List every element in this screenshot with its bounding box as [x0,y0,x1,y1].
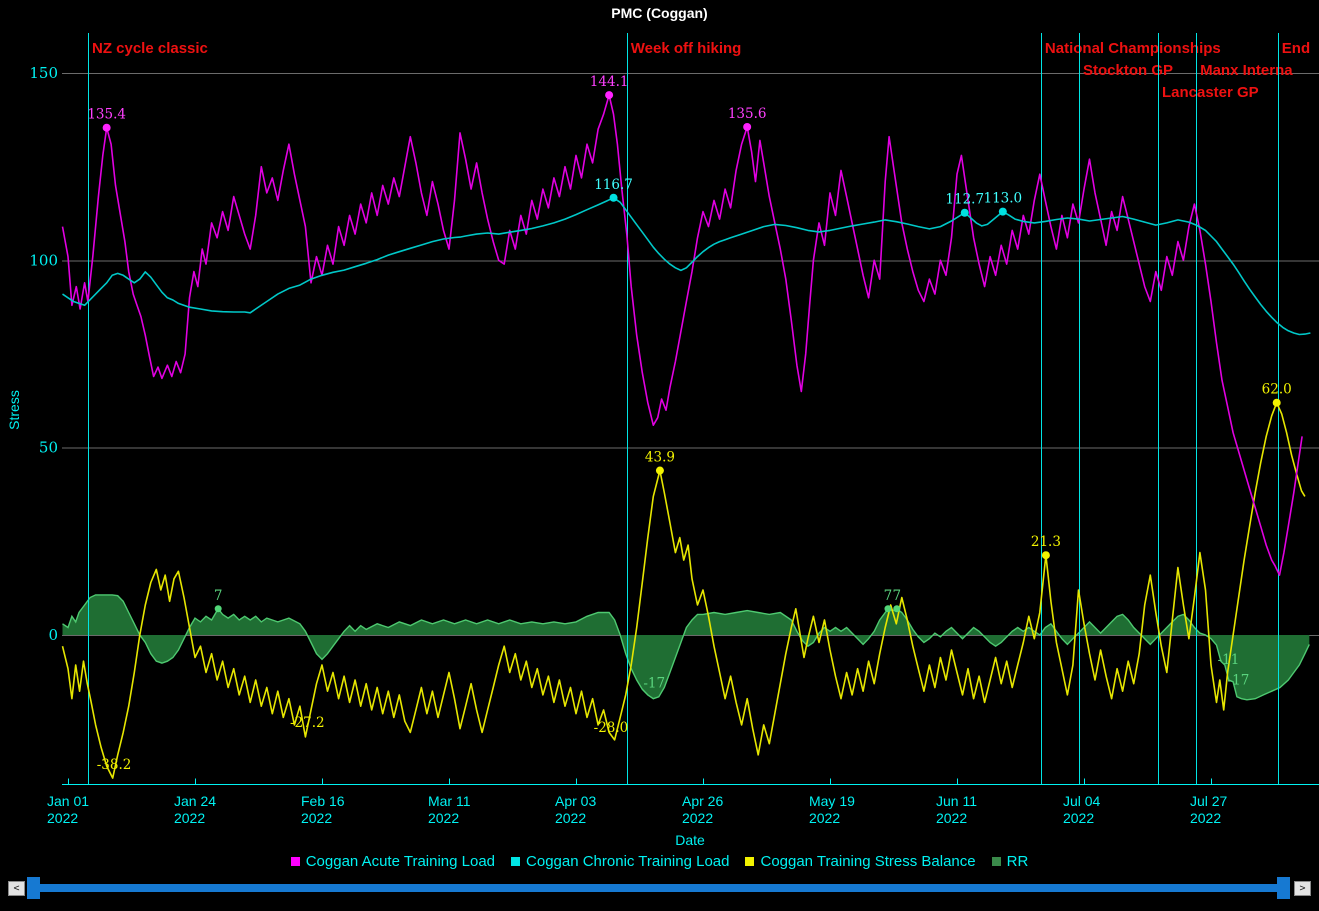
data-point-dot [960,208,969,217]
ctl-line [62,197,1311,336]
y-tick-label: 150 [29,64,58,82]
scroll-right-button[interactable]: > [1294,881,1311,896]
data-point-label: 112.7 [945,192,984,208]
scrollbar-range-bar[interactable] [40,884,1277,892]
data-point-label: -38.2 [97,757,132,773]
pmc-chart: 0 50 100 150 NZ cycle classic Week off hiking… [6,33,1319,848]
data-point-label: 21.3 [1031,534,1061,550]
x-tick-date: Apr 03 [555,793,596,809]
data-point-dot [743,122,752,131]
x-tick-year: 2022 [47,810,78,826]
y-tick-label: 50 [39,439,58,457]
data-point-label: 7 [893,588,902,604]
chart-title: PMC (Coggan) [611,5,708,21]
data-point-label: -27.2 [290,715,325,731]
event-label: Week off hiking [631,40,742,57]
data-point-dot [214,605,222,613]
legend-item: Coggan Training Stress Balance [745,853,976,870]
data-point-dot [1272,398,1281,407]
event-label: Stockton GP [1083,62,1173,79]
data-point-dot [998,207,1007,216]
data-point-label: 135.4 [87,107,126,123]
legend-label: Coggan Chronic Training Load [526,853,730,870]
data-point-dot [655,466,664,475]
x-tick-year: 2022 [428,810,459,826]
event-label: NZ cycle classic [92,40,208,57]
legend-item: RR [991,853,1029,870]
atl-line [61,94,1303,576]
data-point-label: 135.6 [728,106,767,122]
data-point-label: 62.0 [1262,382,1292,398]
x-axis-title: Date [675,832,705,848]
legend-swatch-icon [511,857,521,866]
data-point-label: -17 [643,675,665,691]
rr-area [62,594,1310,700]
x-tick-date: Feb 16 [301,793,345,809]
x-tick-year: 2022 [1190,810,1221,826]
legend-swatch-icon [290,857,300,866]
data-point-label: -28.0 [594,720,629,736]
y-axis-title: Stress [6,390,22,430]
x-tick-date: Apr 26 [682,793,723,809]
x-tick-date: May 19 [809,793,855,809]
data-point-dot [605,91,614,100]
data-point-label: 113.0 [983,191,1022,207]
legend-label: RR [1006,853,1029,870]
data-point-dot [1041,551,1050,560]
data-point-label: 43.9 [645,450,675,466]
data-point-label: 116.7 [594,177,633,193]
data-point-dot [884,605,892,613]
y-tick-label: 100 [29,251,58,269]
x-tick-year: 2022 [936,810,967,826]
x-tick-date: Jul 04 [1063,793,1101,809]
tsb-line [61,401,1306,779]
x-tick-year: 2022 [1063,810,1094,826]
scroll-left-button[interactable]: < [8,881,25,896]
data-point-label: 7 [214,588,223,604]
x-tick-year: 2022 [174,810,205,826]
x-tick-year: 2022 [555,810,586,826]
x-tick-date: Jan 24 [174,793,216,809]
y-tick-label: 0 [48,626,58,644]
x-tick-date: Jun 11 [936,793,977,809]
rr-line [62,594,1310,701]
scrollbar-left-handle[interactable] [27,877,40,899]
x-tick-year: 2022 [682,810,713,826]
date-range-scrollbar[interactable]: < > [0,876,1319,900]
event-label: National Championships [1045,40,1221,57]
data-point-label: -11 [1218,652,1240,668]
data-point-dot [609,193,618,202]
event-label: Lancaster GP [1162,84,1259,101]
legend-label: Coggan Training Stress Balance [760,853,976,870]
legend-label: Coggan Acute Training Load [305,853,496,870]
scrollbar-right-handle[interactable] [1277,877,1290,899]
legend-swatch-icon [745,857,755,866]
data-point-label: 144.1 [590,74,629,90]
x-tick-date: Jan 01 [47,793,89,809]
data-point-dot [893,605,901,613]
legend-item: Coggan Chronic Training Load [511,853,729,870]
x-tick-date: Mar 11 [428,793,471,809]
x-tick-year: 2022 [301,810,332,826]
x-tick-year: 2022 [809,810,840,826]
event-label: End [1282,40,1310,57]
legend-item: Coggan Acute Training Load [290,853,496,870]
data-point-dot [102,123,111,132]
data-point-label: -17 [1228,672,1250,688]
legend-swatch-icon [991,857,1001,866]
event-label: Manx Interna [1200,62,1293,79]
x-tick-date: Jul 27 [1190,793,1228,809]
chart-legend: Coggan Acute Training Load Coggan Chronic… [0,853,1319,870]
data-point-label: 7 [884,588,893,604]
